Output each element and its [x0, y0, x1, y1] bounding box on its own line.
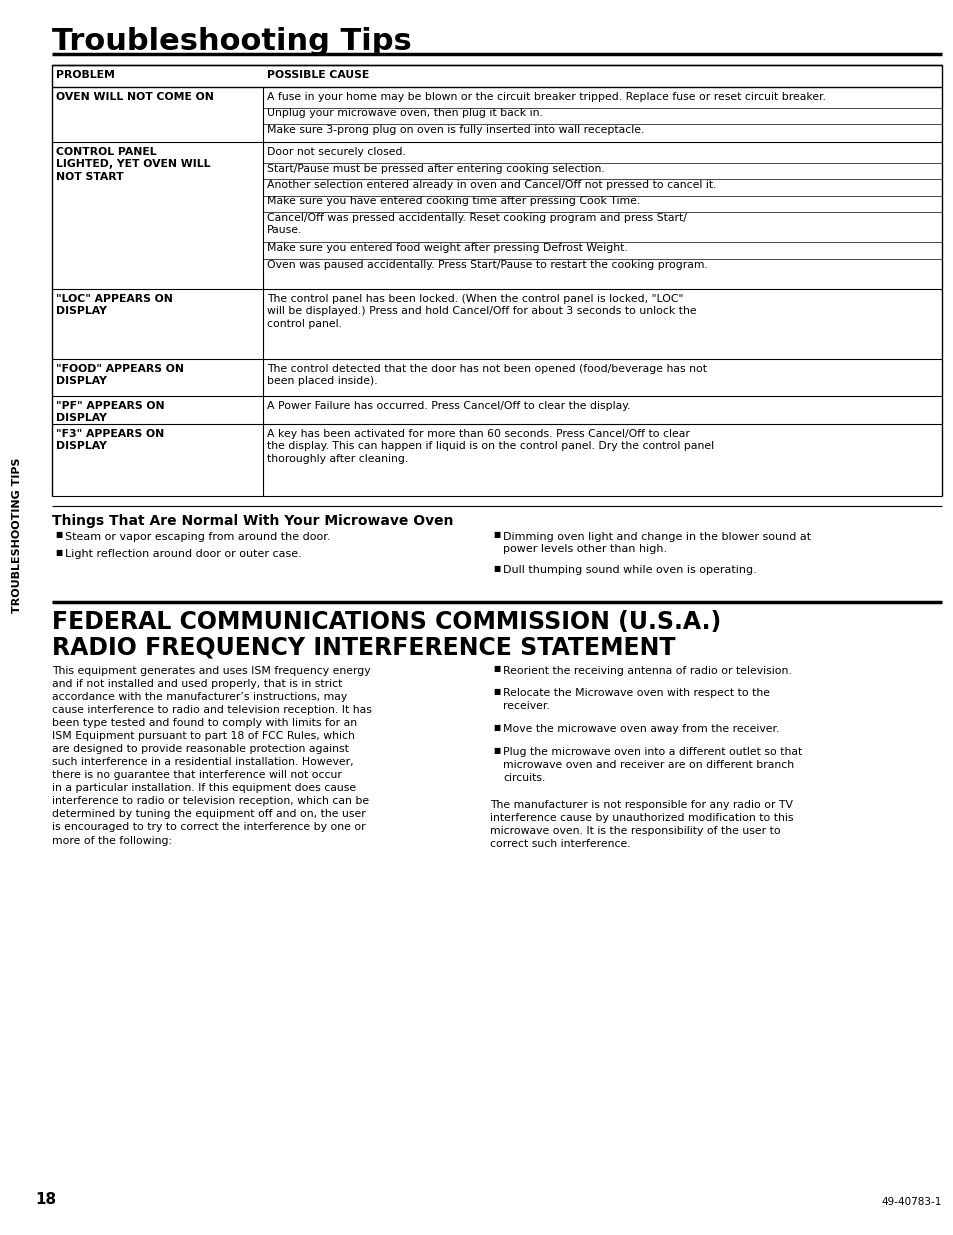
Text: PROBLEM: PROBLEM: [56, 70, 114, 80]
Text: Make sure you entered food weight after pressing Defrost Weight.: Make sure you entered food weight after …: [267, 243, 627, 253]
Text: A key has been activated for more than 60 seconds. Press Cancel/Off to clear
the: A key has been activated for more than 6…: [267, 429, 714, 464]
Text: 18: 18: [35, 1192, 56, 1207]
Text: ■: ■: [493, 664, 499, 673]
Text: RADIO FREQUENCY INTERFERENCE STATEMENT: RADIO FREQUENCY INTERFERENCE STATEMENT: [52, 636, 675, 659]
Text: ■: ■: [493, 746, 499, 755]
Text: The control panel has been locked. (When the control panel is locked, "LOC"
will: The control panel has been locked. (When…: [267, 294, 696, 329]
Text: FEDERAL COMMUNICATIONS COMMISSION (U.S.A.): FEDERAL COMMUNICATIONS COMMISSION (U.S.A…: [52, 610, 720, 634]
Text: Move the microwave oven away from the receiver.: Move the microwave oven away from the re…: [502, 725, 779, 735]
Text: Steam or vapor escaping from around the door.: Steam or vapor escaping from around the …: [65, 532, 330, 542]
Text: Make sure 3-prong plug on oven is fully inserted into wall receptacle.: Make sure 3-prong plug on oven is fully …: [267, 125, 643, 135]
Text: Reorient the receiving antenna of radio or television.: Reorient the receiving antenna of radio …: [502, 666, 791, 676]
Text: ■: ■: [493, 687, 499, 697]
Text: ■: ■: [55, 531, 62, 540]
Text: Things That Are Normal With Your Microwave Oven: Things That Are Normal With Your Microwa…: [52, 514, 453, 529]
Text: Cancel/Off was pressed accidentally. Reset cooking program and press Start/
Paus: Cancel/Off was pressed accidentally. Res…: [267, 212, 686, 236]
Text: 49-40783-1: 49-40783-1: [881, 1197, 941, 1207]
Text: A Power Failure has occurred. Press Cancel/Off to clear the display.: A Power Failure has occurred. Press Canc…: [267, 401, 630, 411]
Text: "F3" APPEARS ON
DISPLAY: "F3" APPEARS ON DISPLAY: [56, 429, 164, 452]
Text: Another selection entered already in oven and Cancel/Off not pressed to cancel i: Another selection entered already in ove…: [267, 180, 716, 190]
Text: Unplug your microwave oven, then plug it back in.: Unplug your microwave oven, then plug it…: [267, 109, 542, 119]
Text: Light reflection around door or outer case.: Light reflection around door or outer ca…: [65, 550, 301, 559]
Text: ■: ■: [55, 547, 62, 557]
Text: This equipment generates and uses ISM frequency energy
and if not installed and : This equipment generates and uses ISM fr…: [52, 666, 372, 846]
Text: Oven was paused accidentally. Press Start/Pause to restart the cooking program.: Oven was paused accidentally. Press Star…: [267, 259, 707, 269]
Text: Make sure you have entered cooking time after pressing Cook Time.: Make sure you have entered cooking time …: [267, 196, 639, 206]
Text: Plug the microwave oven into a different outlet so that
microwave oven and recei: Plug the microwave oven into a different…: [502, 747, 801, 783]
Text: Door not securely closed.: Door not securely closed.: [267, 147, 405, 157]
Text: TROUBLESHOOTING TIPS: TROUBLESHOOTING TIPS: [12, 457, 22, 613]
Text: Dimming oven light and change in the blower sound at
power levels other than hig: Dimming oven light and change in the blo…: [502, 532, 810, 555]
Text: "FOOD" APPEARS ON
DISPLAY: "FOOD" APPEARS ON DISPLAY: [56, 364, 184, 387]
Text: "LOC" APPEARS ON
DISPLAY: "LOC" APPEARS ON DISPLAY: [56, 294, 172, 316]
Text: Relocate the Microwave oven with respect to the
receiver.: Relocate the Microwave oven with respect…: [502, 688, 769, 711]
Text: Dull thumping sound while oven is operating.: Dull thumping sound while oven is operat…: [502, 564, 756, 576]
Text: The control detected that the door has not been opened (food/beverage has not
be: The control detected that the door has n…: [267, 364, 706, 387]
Text: OVEN WILL NOT COME ON: OVEN WILL NOT COME ON: [56, 91, 213, 103]
Text: Troubleshooting Tips: Troubleshooting Tips: [52, 27, 412, 56]
Text: POSSIBLE CAUSE: POSSIBLE CAUSE: [267, 70, 369, 80]
Text: ■: ■: [493, 722, 499, 732]
Text: CONTROL PANEL
LIGHTED, YET OVEN WILL
NOT START: CONTROL PANEL LIGHTED, YET OVEN WILL NOT…: [56, 147, 211, 182]
Text: ■: ■: [493, 563, 499, 573]
Text: ■: ■: [493, 531, 499, 540]
Text: The manufacturer is not responsible for any radio or TV
interference cause by un: The manufacturer is not responsible for …: [490, 799, 793, 848]
Text: "PF" APPEARS ON
DISPLAY: "PF" APPEARS ON DISPLAY: [56, 401, 165, 424]
Text: A fuse in your home may be blown or the circuit breaker tripped. Replace fuse or: A fuse in your home may be blown or the …: [267, 91, 825, 103]
Text: Start/Pause must be pressed after entering cooking selection.: Start/Pause must be pressed after enteri…: [267, 163, 604, 173]
